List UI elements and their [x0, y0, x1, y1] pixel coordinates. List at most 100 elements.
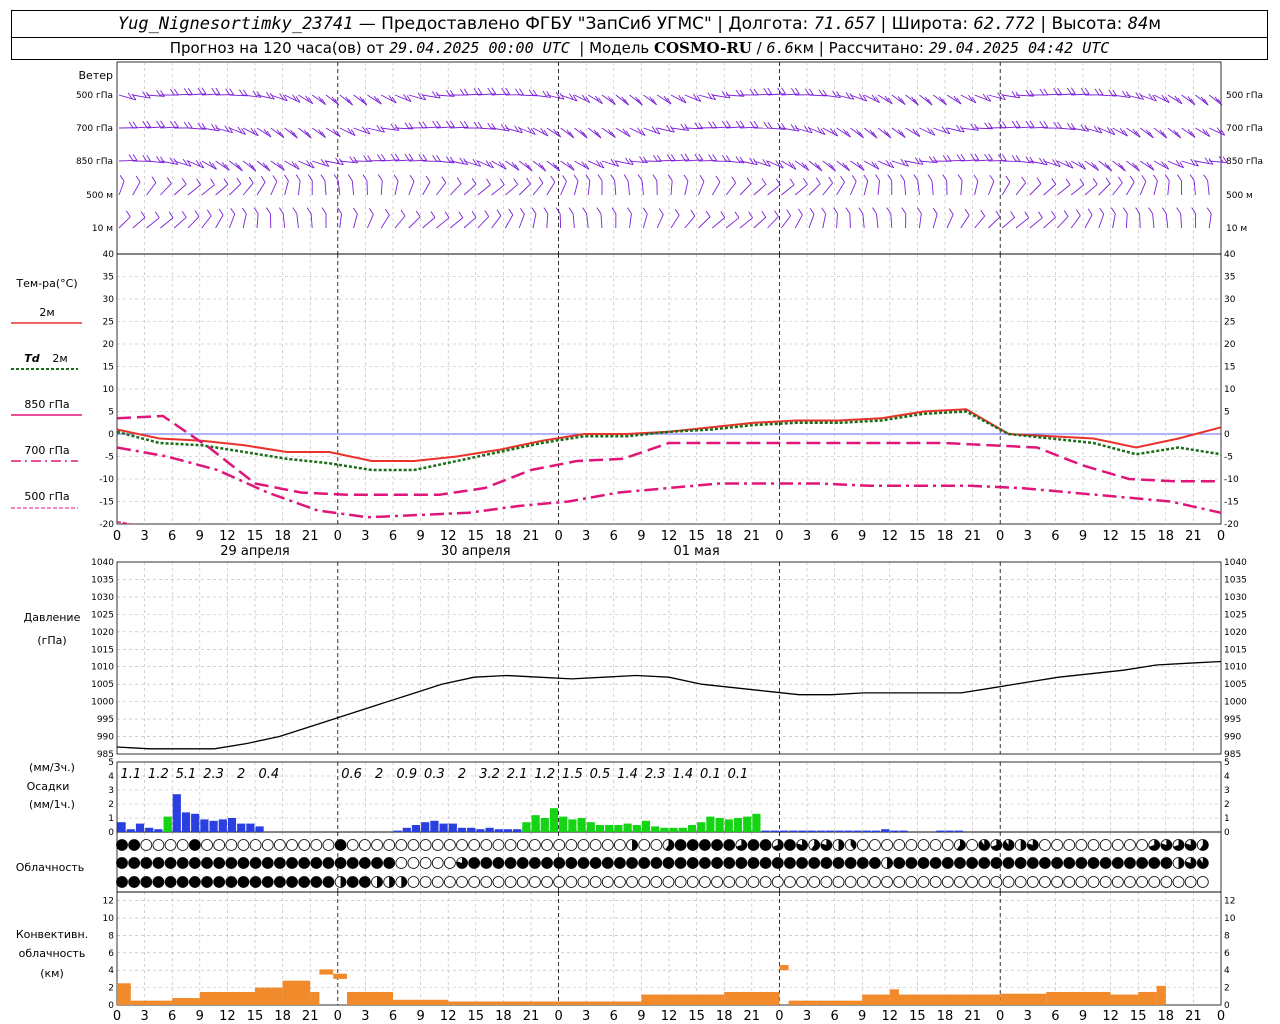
conv-bar: [1110, 994, 1139, 1005]
wind-barb-feather: [459, 157, 465, 165]
wind-barb: [146, 94, 165, 97]
precip-bar-snow: [531, 815, 540, 832]
precip-label: Осадки: [27, 780, 70, 793]
cloud-mid-fill: [942, 857, 954, 869]
precip-bar-rain: [890, 830, 899, 832]
wind-barb: [450, 126, 469, 129]
wind-barb-feather: [856, 161, 862, 169]
wind-barb-feather: [584, 163, 590, 170]
wind-barb-feather: [1039, 88, 1045, 96]
wind-barb-feather: [491, 87, 497, 95]
cloud-low: [468, 876, 481, 888]
wind-barbs: [118, 87, 1228, 229]
precip-3h-total: 1.4: [672, 767, 693, 782]
precip-3h-total: 2: [375, 767, 383, 782]
wind-barb: [187, 160, 204, 169]
wind-level-left: 850 гПа: [76, 157, 113, 167]
cloud-mid-fill: [225, 857, 237, 869]
wind-barb-feather: [930, 129, 936, 136]
cloud-low-fill: [177, 876, 189, 888]
wind-barb: [974, 215, 986, 229]
conv-bar: [816, 1000, 863, 1005]
cloud-low: [504, 876, 517, 888]
cloud-high: [565, 839, 578, 851]
wind-barb: [505, 160, 520, 171]
cloud-mid-fill: [1178, 857, 1185, 869]
cloud-low: [735, 876, 748, 888]
wind-barb-feather: [291, 161, 297, 168]
wind-barb: [477, 127, 496, 130]
conv-ytick-left: 10: [103, 914, 115, 924]
wind-barb: [656, 94, 672, 105]
wind-barb-feather: [318, 129, 323, 136]
wind-barb: [380, 214, 390, 229]
cloud-mid-fill: [128, 857, 140, 869]
wind-barb-feather: [459, 88, 465, 96]
wind-barb: [1193, 180, 1196, 196]
wind-barb-feather: [1065, 160, 1070, 167]
cloud-mid-fill: [201, 857, 213, 869]
wind-barb: [698, 94, 716, 101]
wind-barb: [919, 160, 938, 164]
wind-barb-feather: [409, 174, 415, 182]
cloud-high-fill: [335, 839, 347, 851]
wind-barb-feather: [694, 153, 700, 161]
wind-barb-feather: [538, 176, 544, 184]
series-t500: [116, 521, 131, 525]
cloud-mid-fill: [614, 857, 626, 869]
wind-barb-feather: [445, 156, 451, 163]
x-tick-label: 12: [661, 529, 678, 544]
wind-barb-feather: [735, 156, 741, 163]
wind-barb: [1126, 181, 1135, 196]
cloud-low-fill: [237, 876, 249, 888]
wind-barb: [877, 160, 894, 169]
wind-barb-feather: [1081, 163, 1087, 170]
precip-bar-rain: [853, 830, 862, 832]
calc-label: Рассчитано:: [828, 39, 924, 57]
precip-bar-snow: [733, 818, 743, 832]
wind-barb-feather: [345, 96, 351, 104]
temp-ytick-left: -15: [99, 498, 114, 508]
pressure-ytick-left: 1015: [91, 645, 114, 655]
wind-barb-feather: [339, 158, 344, 165]
wind-barb-feather: [643, 156, 648, 164]
wind-barb-feather: [1039, 121, 1045, 128]
wind-barb-feather: [869, 129, 875, 137]
wind-barb-feather: [739, 120, 745, 128]
wind-barb: [187, 127, 206, 130]
wind-barb-feather: [337, 207, 342, 214]
cloud-high: [225, 839, 238, 851]
wind-barb-feather: [774, 210, 779, 217]
wind-barb: [367, 127, 385, 133]
precip-bar-rain: [862, 830, 871, 832]
cloud-mid-fill: [845, 857, 857, 869]
wind-barb-feather: [637, 174, 643, 181]
conv-ytick-right: 10: [1224, 914, 1236, 924]
wind-barb-feather: [334, 98, 340, 106]
wind-barb-feather: [696, 95, 702, 102]
cloud-low: [941, 876, 954, 888]
wind-barb-feather: [187, 87, 193, 95]
x-tick-label: 15: [909, 1009, 926, 1024]
wind-barb-feather: [734, 211, 740, 219]
wind-barb: [684, 94, 702, 102]
wind-barb: [477, 216, 490, 229]
cloud-low: [1136, 876, 1148, 888]
precip-bar-rain: [485, 827, 494, 832]
temp-label: Тем-ра(°C): [15, 277, 77, 290]
precip-panel-frame: [116, 761, 1222, 833]
wind-barb-feather: [649, 96, 655, 103]
precip-bar-snow: [549, 808, 559, 832]
wind-barb-feather: [1123, 129, 1128, 137]
x-tick-label: 18: [716, 529, 733, 544]
wind-barb: [546, 181, 556, 196]
wind-barb-feather: [927, 127, 932, 134]
temp-ytick-right: 5: [1224, 408, 1230, 418]
cloud-high: [286, 839, 298, 851]
wind-barb-feather: [924, 96, 930, 104]
wind-barb-feather: [1206, 207, 1212, 214]
wind-barb: [739, 160, 758, 166]
x-tick-label: 9: [1079, 1009, 1087, 1024]
wind-barb-feather: [1070, 87, 1076, 94]
x-tick-label: 21: [1185, 529, 1202, 544]
